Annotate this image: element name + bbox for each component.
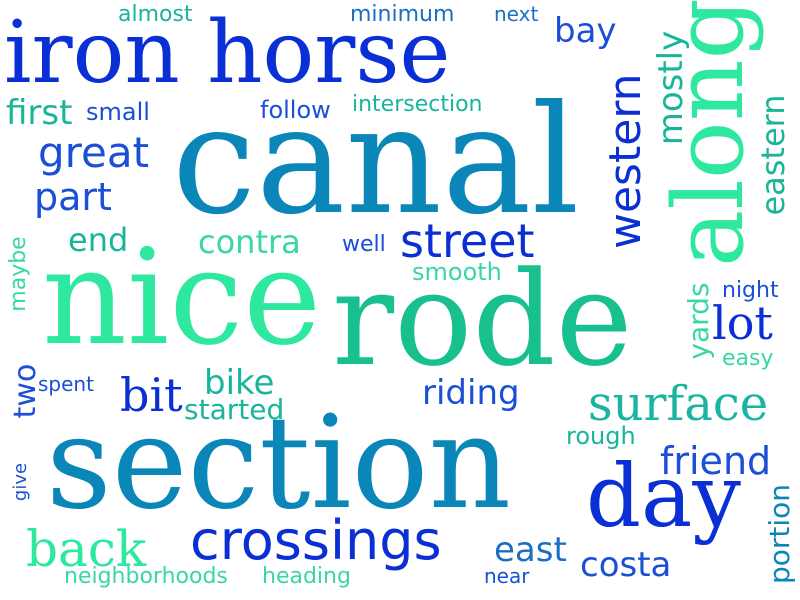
word-section: section xyxy=(46,389,511,538)
word-western: western xyxy=(600,73,651,249)
word-well: well xyxy=(342,232,386,257)
word-near: near xyxy=(484,564,530,588)
word-bay: bay xyxy=(554,11,617,51)
word-first: first xyxy=(6,93,73,133)
word-costa: costa xyxy=(580,545,672,585)
word-smooth: smooth xyxy=(412,258,502,286)
word-intersection: intersection xyxy=(352,92,483,117)
word-lot: lot xyxy=(712,296,773,350)
word-bike: bike xyxy=(204,363,275,403)
word-friend: friend xyxy=(660,439,772,483)
word-small: small xyxy=(86,98,150,126)
word-neighborhoods: neighborhoods xyxy=(64,564,228,589)
word-eastern: eastern xyxy=(754,94,792,216)
word-day: day xyxy=(586,447,741,547)
word-rough: rough xyxy=(566,422,636,450)
word-follow: follow xyxy=(260,96,331,124)
word-surface: surface xyxy=(588,376,769,432)
word-street: street xyxy=(400,214,535,268)
word-minimum: minimum xyxy=(350,2,455,27)
word-almost: almost xyxy=(118,2,193,27)
word-contra: contra xyxy=(198,223,301,261)
word-two: two xyxy=(8,363,43,419)
word-maybe: maybe xyxy=(6,236,31,312)
word-east: east xyxy=(494,530,567,570)
word-rode: rode xyxy=(332,243,633,395)
word-mostly: mostly xyxy=(651,30,691,146)
word-great: great xyxy=(38,128,150,177)
word-easy: easy xyxy=(722,346,774,371)
word-portion: portion xyxy=(763,483,796,585)
word-spent: spent xyxy=(38,372,94,396)
word-next: next xyxy=(494,2,539,26)
word-part: part xyxy=(34,175,112,219)
word-back: back xyxy=(26,520,147,578)
word-crossings: crossings xyxy=(190,509,442,572)
word-yards: yards xyxy=(682,282,715,360)
word-nice: nice xyxy=(42,221,322,375)
word-canal: canal xyxy=(172,74,580,248)
word-give: give xyxy=(10,462,31,502)
word-end: end xyxy=(68,221,129,259)
word-riding: riding xyxy=(422,373,520,413)
word-started: started xyxy=(184,393,285,426)
word-iron-horse: iron horse xyxy=(4,3,451,103)
word-bit: bit xyxy=(120,368,183,422)
word-heading: heading xyxy=(262,564,351,589)
word-night: night xyxy=(722,278,779,303)
